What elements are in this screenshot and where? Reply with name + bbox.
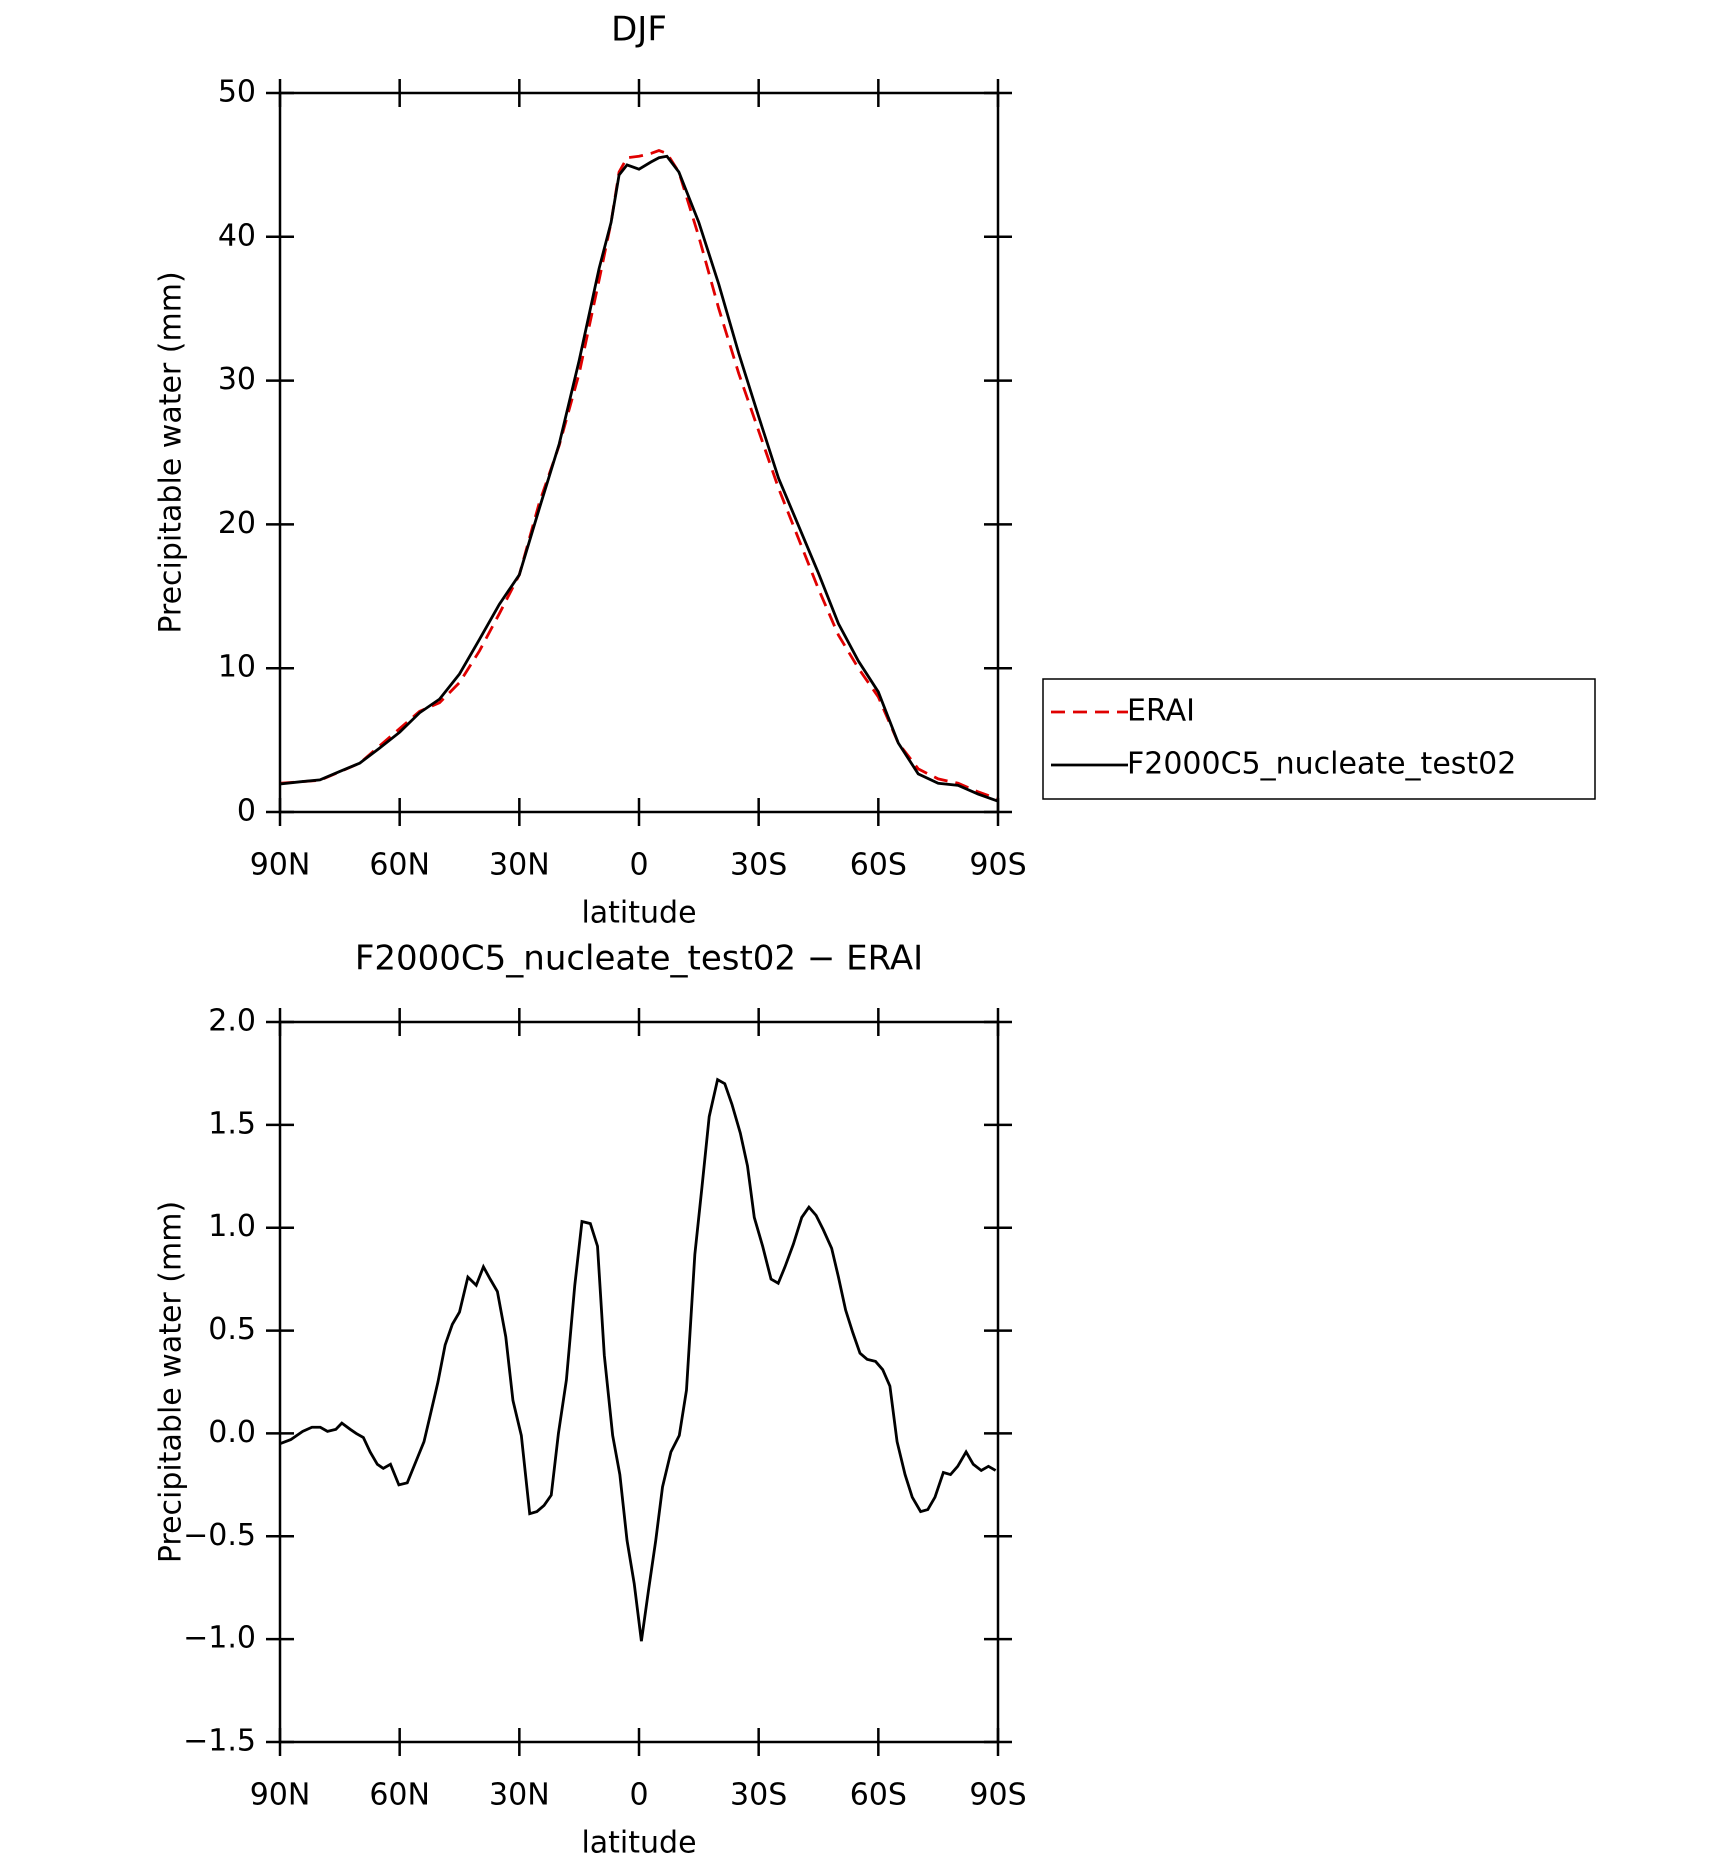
x-tick-label: 30N [489, 848, 550, 883]
x-tick-label: 90S [969, 848, 1026, 883]
y-tick-label: 30 [218, 362, 256, 397]
chart: DJF Precipitable water (mm) latitude 0 10 20 3… [154, 10, 1596, 931]
x-tick-label: 0 [629, 1778, 648, 1813]
y-tick-label: 10 [218, 650, 256, 685]
x-tick-label: 60S [850, 848, 907, 883]
y-axis-label: Precipitable water (mm) [154, 1201, 189, 1563]
data-line [279, 1077, 997, 1642]
y-tick-label: 0.0 [208, 1415, 256, 1450]
x-tick-label: 60S [850, 1778, 907, 1813]
chart-title: DJF [611, 10, 667, 50]
data-line [279, 154, 999, 803]
legend-label: F2000C5_nucleate_test02 [1127, 747, 1516, 782]
y-tick-label: −0.5 [183, 1518, 256, 1553]
x-tick-label: 30S [730, 848, 787, 883]
y-tick-label: −1.5 [183, 1724, 256, 1759]
x-tick-label: 30N [489, 1778, 550, 1813]
x-tick-label: 90N [250, 1778, 311, 1813]
x-tick-label: 90S [969, 1778, 1026, 1813]
x-axis-label: latitude [581, 1826, 696, 1861]
x-axis-label: latitude [581, 896, 696, 931]
chart-title: F2000C5_nucleate_test02 − ERAI [355, 939, 923, 979]
y-tick-label: 1.0 [208, 1209, 256, 1244]
x-tick-label: 60N [369, 1778, 430, 1813]
chart: F2000C5_nucleate_test02 − ERAI Precipitab… [154, 939, 1027, 1861]
x-tick-label: 30S [730, 1778, 787, 1813]
data-line [279, 149, 999, 801]
y-tick-label: 40 [218, 218, 256, 253]
y-tick-label: −1.0 [183, 1621, 256, 1656]
y-tick-label: 0.5 [208, 1312, 256, 1347]
y-tick-label: 2.0 [208, 1004, 256, 1039]
plot-frame [278, 91, 1000, 814]
x-tick-label: 90N [250, 848, 311, 883]
legend-label: ERAI [1127, 694, 1195, 729]
plot-frame [278, 1020, 1000, 1744]
x-tick-label: 60N [369, 848, 430, 883]
y-tick-label: 20 [218, 506, 256, 541]
y-tick-label: 1.5 [208, 1106, 256, 1141]
y-tick-label: 0 [237, 794, 256, 829]
legend-box [1042, 678, 1596, 800]
y-axis-label: Precipitable water (mm) [154, 271, 189, 633]
x-tick-label: 0 [629, 848, 648, 883]
y-tick-label: 50 [218, 75, 256, 110]
